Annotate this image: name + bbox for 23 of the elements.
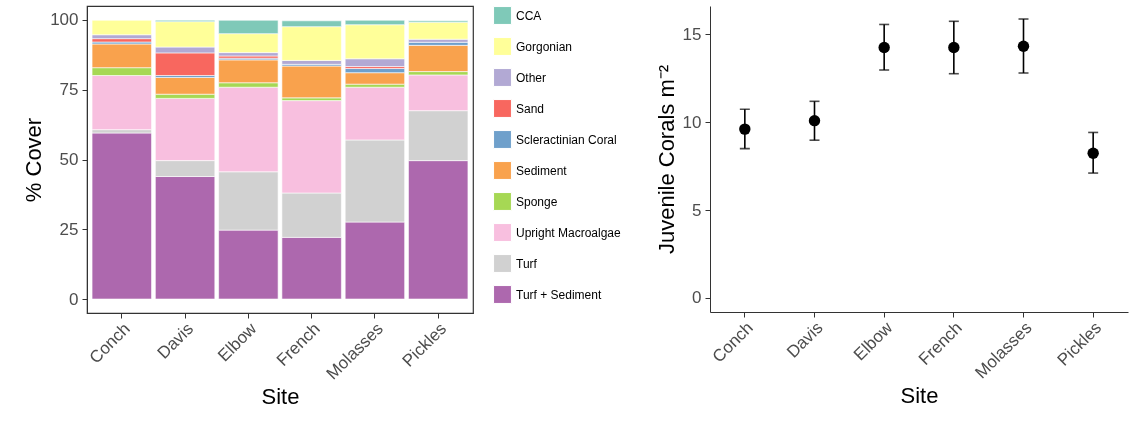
y-tick-label: 0: [69, 289, 79, 309]
legend-label: Turf: [516, 256, 538, 271]
y-tick-label: 50: [59, 150, 79, 169]
legend-label: Scleractinian Coral: [516, 132, 617, 147]
y-tick-label: 5: [692, 200, 702, 220]
y-tick-label: 15: [682, 24, 702, 44]
legend-label: Sediment: [516, 163, 568, 178]
legend-label: Sponge: [516, 194, 558, 209]
legend-label: Gorgonian: [516, 39, 573, 54]
legend-label: Sand: [516, 101, 545, 116]
x-axis-title: Site: [261, 383, 300, 409]
y-tick-label: 10: [682, 112, 702, 132]
x-axis-title: Site: [900, 382, 939, 408]
y-tick-label: 0: [692, 288, 702, 308]
y-tick-label: 75: [59, 80, 79, 100]
legend-label: Turf + Sediment: [516, 287, 602, 302]
y-axis-title: Juvenile Corals m⁻²: [653, 64, 679, 255]
legend-label: Other: [516, 70, 547, 85]
y-tick-label: 25: [59, 219, 79, 239]
y-tick-label: 100: [50, 10, 79, 30]
legend-label: Upright Macroalgae: [516, 225, 622, 240]
y-axis-title: % Cover: [21, 117, 47, 203]
legend-label: CCA: [516, 8, 542, 23]
